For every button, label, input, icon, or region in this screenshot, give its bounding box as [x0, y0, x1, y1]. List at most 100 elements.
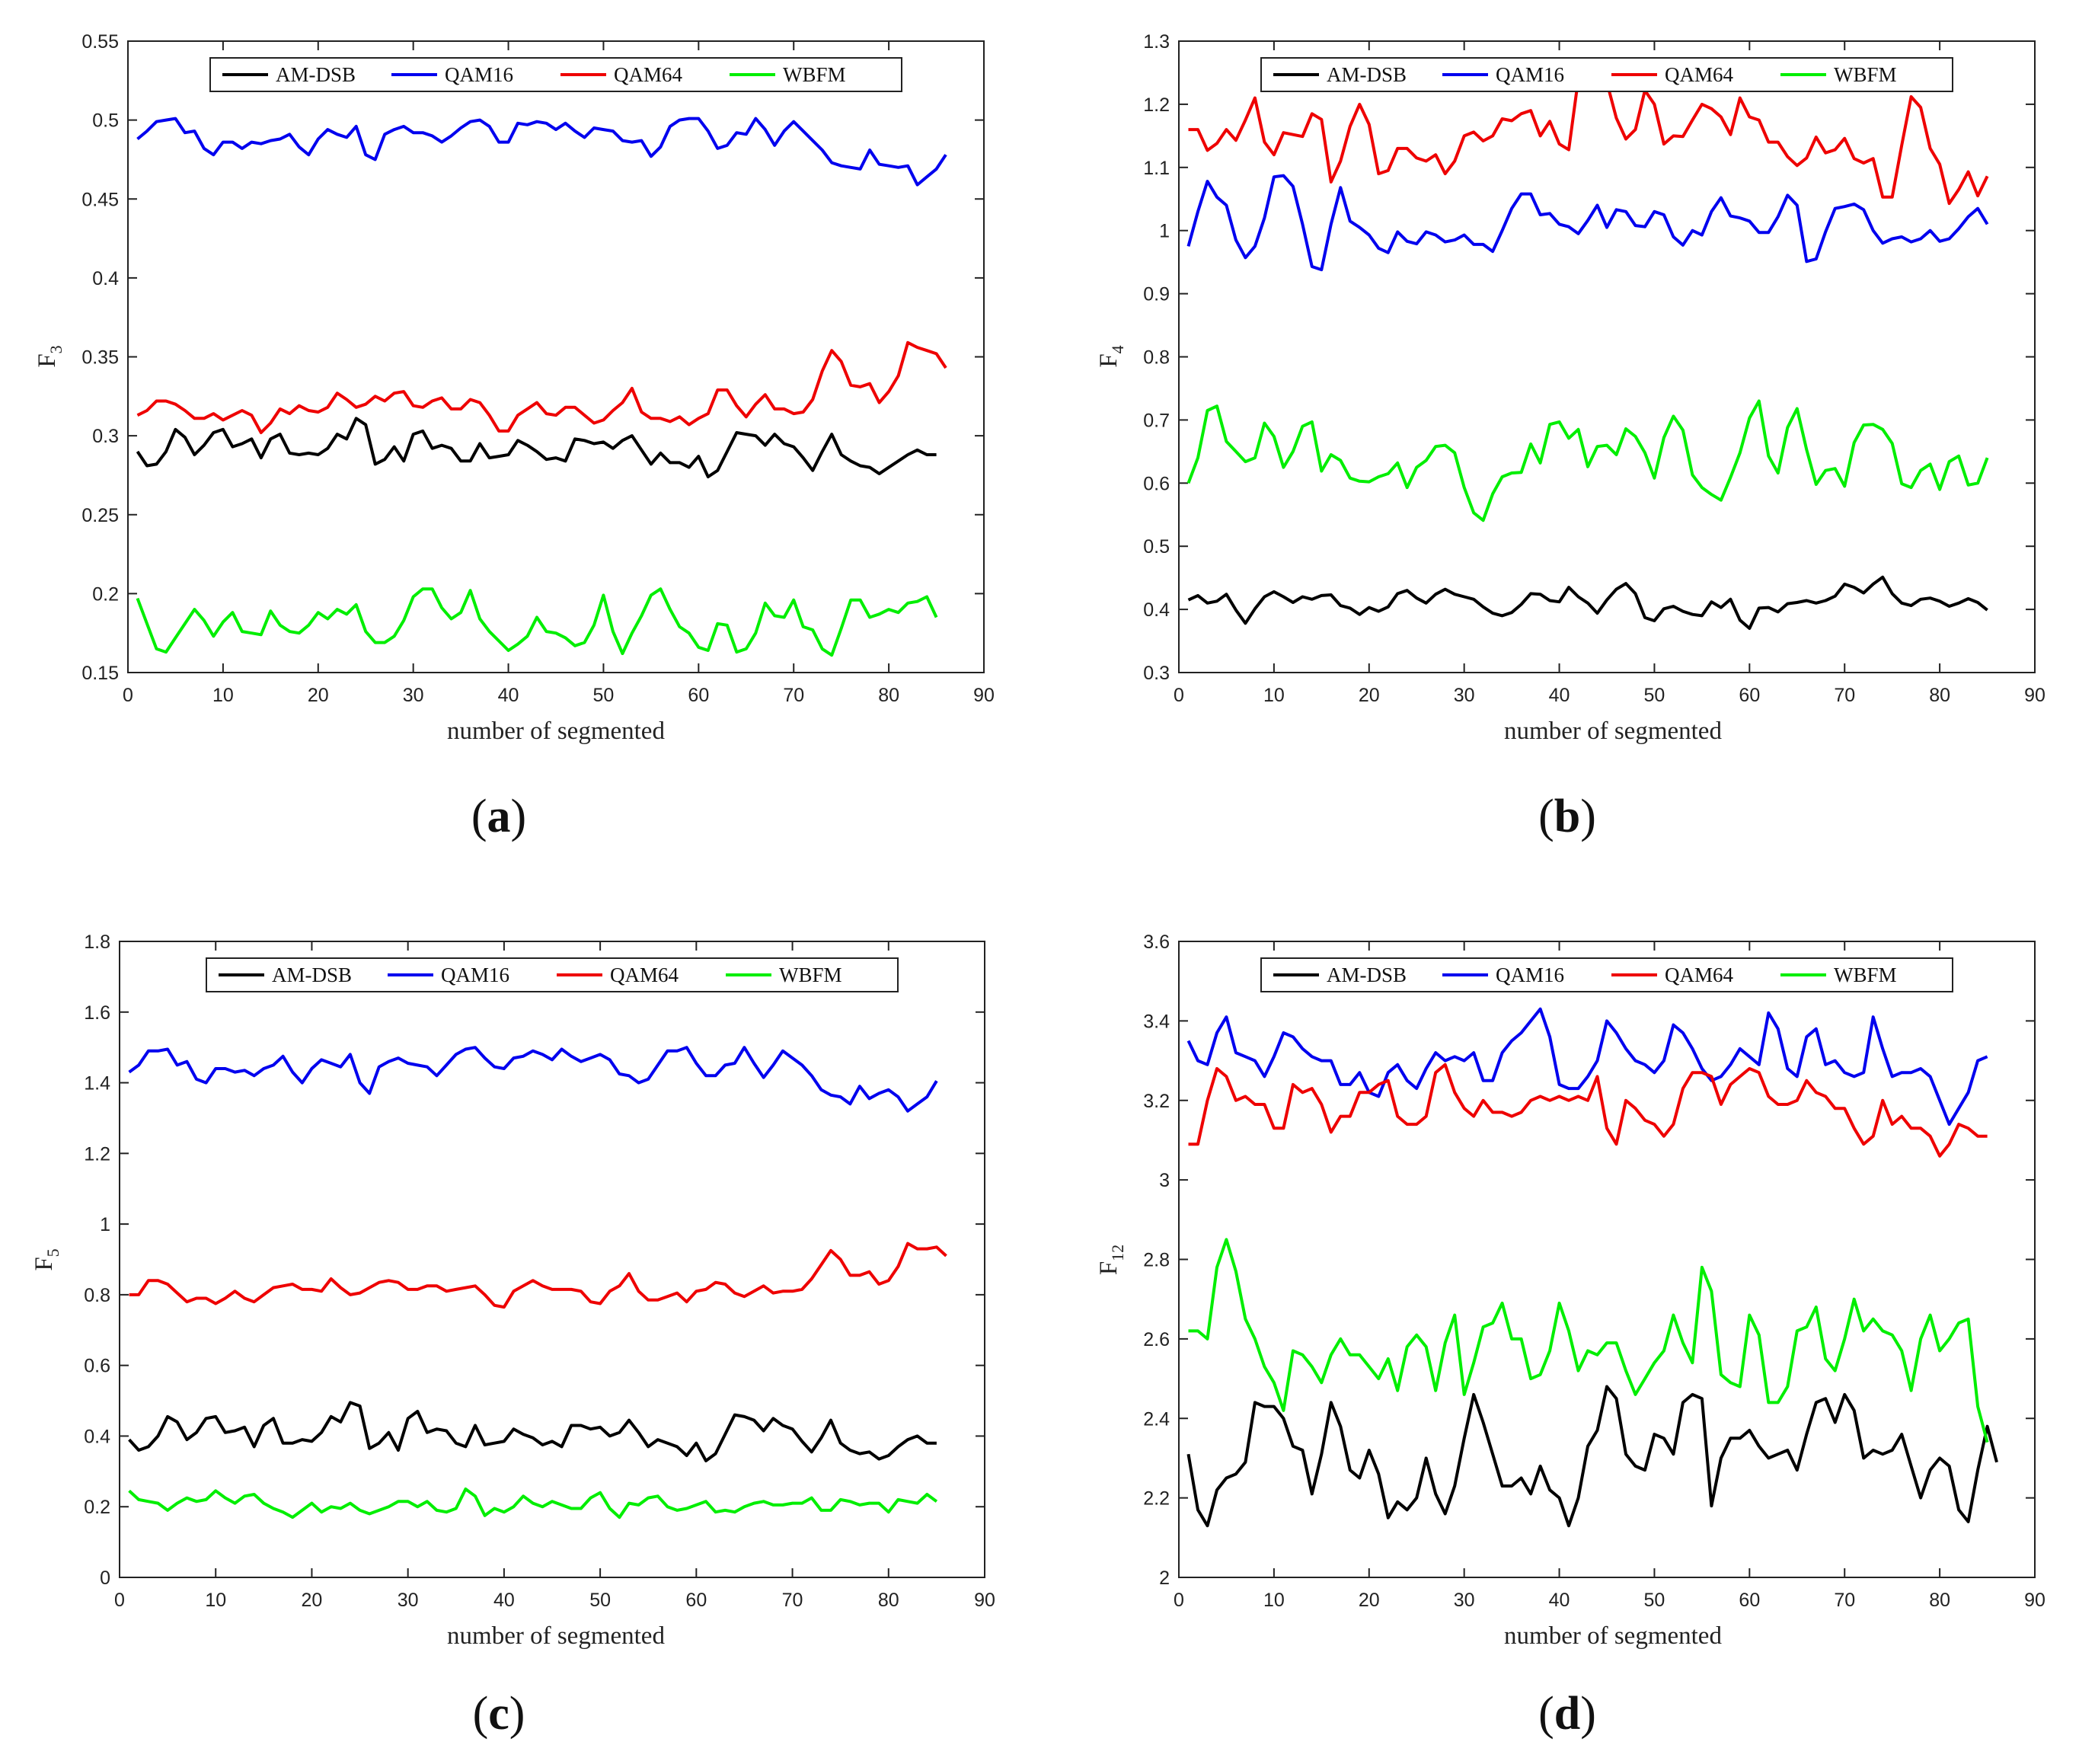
series-line-a-am-dsb [136, 417, 937, 478]
x-tick-label-b-30: 30 [1454, 685, 1475, 706]
x-tick-label-a-50: 50 [593, 685, 615, 706]
legend-label-a-qam16: QAM16 [445, 63, 513, 86]
y-tick-label-d-1: 2.2 [1143, 1488, 1170, 1510]
x-tick-label-d-10: 10 [1263, 1590, 1285, 1611]
series-line-a-qam64 [136, 340, 947, 434]
x-tick-label-c-90: 90 [974, 1590, 995, 1611]
x-tick-label-a-10: 10 [212, 685, 234, 706]
legend-a: AM-DSB QAM16 QAM64 WBFM [209, 57, 902, 92]
legend-label-d-qam64: QAM64 [1665, 963, 1734, 986]
x-tick-label-c-10: 10 [205, 1590, 226, 1611]
y-tick-label-a-8: 0.55 [81, 31, 119, 53]
series-line-c-wbfm [128, 1488, 938, 1520]
chart-panel-a: 0 10 20 30 40 50 60 70 80 90 0.15 0.2 0.25 0.3 0.35 0.4… [34, 31, 995, 842]
legend-label-c-wbfm: WBFM [779, 963, 842, 986]
series-line-a-qam16 [136, 117, 947, 187]
x-tick-label-d-70: 70 [1834, 1590, 1855, 1611]
y-tick-label-b-0: 0.3 [1143, 663, 1170, 684]
x-tick-label-d-0: 0 [1174, 1590, 1184, 1611]
y-tick-label-a-6: 0.45 [81, 189, 119, 210]
legend-label-c-qam16: QAM16 [441, 963, 509, 986]
chart-panel-d: 0 10 20 30 40 50 60 70 80 90 2 2.2 2.4 2.6 2.8 3 3.2 3.4 3… [1095, 932, 2045, 1740]
legend-box-b [1260, 57, 1953, 92]
x-tick-label-a-80: 80 [878, 685, 899, 706]
x-axis-label-b: number of segmented [1504, 717, 1722, 745]
y-tick-label-b-3: 0.6 [1143, 473, 1170, 494]
y-tick-label-b-10: 1.3 [1143, 31, 1170, 53]
series-line-b-wbfm [1186, 399, 1989, 522]
legend-label-b-qam16: QAM16 [1496, 63, 1564, 86]
x-tick-label-b-50: 50 [1644, 685, 1665, 706]
y-tick-label-b-4: 0.7 [1143, 410, 1170, 431]
x-tick-label-b-70: 70 [1834, 685, 1855, 706]
x-axis-label-a: number of segmented [447, 717, 665, 745]
y-axis-label-b: F4 [1095, 345, 1127, 367]
chart-panel-c: 0 10 20 30 40 50 60 70 80 90 0 0.2 0.4 0.6 0.8 1 1.2 1.4 1… [30, 932, 995, 1740]
series-line-a-wbfm [136, 587, 938, 657]
y-tick-label-c-3: 0.6 [84, 1356, 110, 1377]
x-tick-label-a-90: 90 [973, 685, 995, 706]
plot-area-b [1178, 40, 2036, 673]
x-tick-label-b-10: 10 [1263, 685, 1285, 706]
y-tick-label-b-7: 1 [1159, 221, 1170, 242]
y-tick-label-c-5: 1 [100, 1214, 110, 1235]
legend-label-d-am-dsb: AM-DSB [1327, 963, 1407, 986]
y-tick-label-c-2: 0.4 [84, 1426, 110, 1447]
panel-label-d: (d) [1538, 1688, 1596, 1740]
panel-label-c: (c) [473, 1688, 525, 1740]
legend-b: AM-DSB QAM16 QAM64 WBFM [1260, 57, 1953, 92]
y-tick-label-c-4: 0.8 [84, 1285, 110, 1306]
x-tick-label-a-30: 30 [403, 685, 424, 706]
legend-box-a [209, 57, 902, 92]
legend-label-d-wbfm: WBFM [1834, 963, 1897, 986]
y-tick-label-c-8: 1.6 [84, 1002, 110, 1024]
x-tick-label-b-20: 20 [1359, 685, 1380, 706]
y-tick-label-b-6: 0.9 [1143, 284, 1170, 305]
series-line-c-am-dsb [128, 1401, 937, 1462]
y-tick-label-d-2: 2.4 [1143, 1408, 1170, 1430]
series-line-d-wbfm [1188, 1238, 1989, 1443]
y-tick-label-c-0: 0 [100, 1567, 110, 1589]
y-tick-label-a-0: 0.15 [81, 663, 119, 684]
y-tick-label-a-5: 0.4 [92, 268, 119, 289]
legend-box-d [1260, 957, 1953, 992]
y-tick-label-d-0: 2 [1159, 1567, 1170, 1589]
x-tick-label-b-80: 80 [1929, 685, 1950, 706]
y-tick-label-c-1: 0.2 [84, 1497, 110, 1518]
y-axis-label-c: F5 [30, 1248, 62, 1270]
x-tick-label-d-50: 50 [1644, 1590, 1665, 1611]
legend-c: AM-DSB QAM16 QAM64 WBFM [206, 957, 899, 992]
x-tick-label-c-20: 20 [302, 1590, 323, 1611]
x-tick-label-a-0: 0 [123, 685, 133, 706]
legend-d: AM-DSB QAM16 QAM64 WBFM [1260, 957, 1953, 992]
y-tick-label-d-3: 2.6 [1143, 1329, 1170, 1350]
x-tick-label-b-0: 0 [1174, 685, 1184, 706]
series-line-c-qam64 [129, 1242, 947, 1309]
x-tick-label-c-50: 50 [589, 1590, 611, 1611]
plot-area-d [1178, 941, 2036, 1578]
x-tick-label-b-90: 90 [2024, 685, 2045, 706]
y-tick-label-b-9: 1.2 [1143, 94, 1170, 116]
y-tick-label-a-3: 0.3 [92, 426, 119, 447]
x-tick-label-b-40: 40 [1549, 685, 1570, 706]
chart-panel-b: 0 10 20 30 40 50 60 70 80 90 0.3 0.4 0.5 0.6 0.7 0.8 0.9… [1095, 31, 2045, 842]
y-tick-label-b-5: 0.8 [1143, 347, 1170, 369]
legend-label-b-qam64: QAM64 [1665, 63, 1734, 86]
series-line-d-qam16 [1186, 1007, 1988, 1126]
legend-label-a-am-dsb: AM-DSB [276, 63, 356, 86]
series-line-b-qam16 [1186, 174, 1989, 272]
x-tick-label-d-30: 30 [1454, 1590, 1475, 1611]
x-tick-label-c-70: 70 [782, 1590, 803, 1611]
legend-label-d-qam16: QAM16 [1496, 963, 1564, 986]
x-tick-label-c-40: 40 [493, 1590, 515, 1611]
series-line-d-qam64 [1188, 1063, 1988, 1158]
legend-label-b-am-dsb: AM-DSB [1327, 63, 1407, 86]
y-tick-label-d-4: 2.8 [1143, 1250, 1170, 1271]
legend-label-c-am-dsb: AM-DSB [272, 963, 352, 986]
x-tick-label-b-60: 60 [1739, 685, 1760, 706]
series-line-d-am-dsb [1186, 1385, 1998, 1528]
x-tick-label-c-30: 30 [398, 1590, 419, 1611]
x-tick-label-d-90: 90 [2024, 1590, 2045, 1611]
y-tick-label-b-8: 1.1 [1143, 158, 1170, 179]
